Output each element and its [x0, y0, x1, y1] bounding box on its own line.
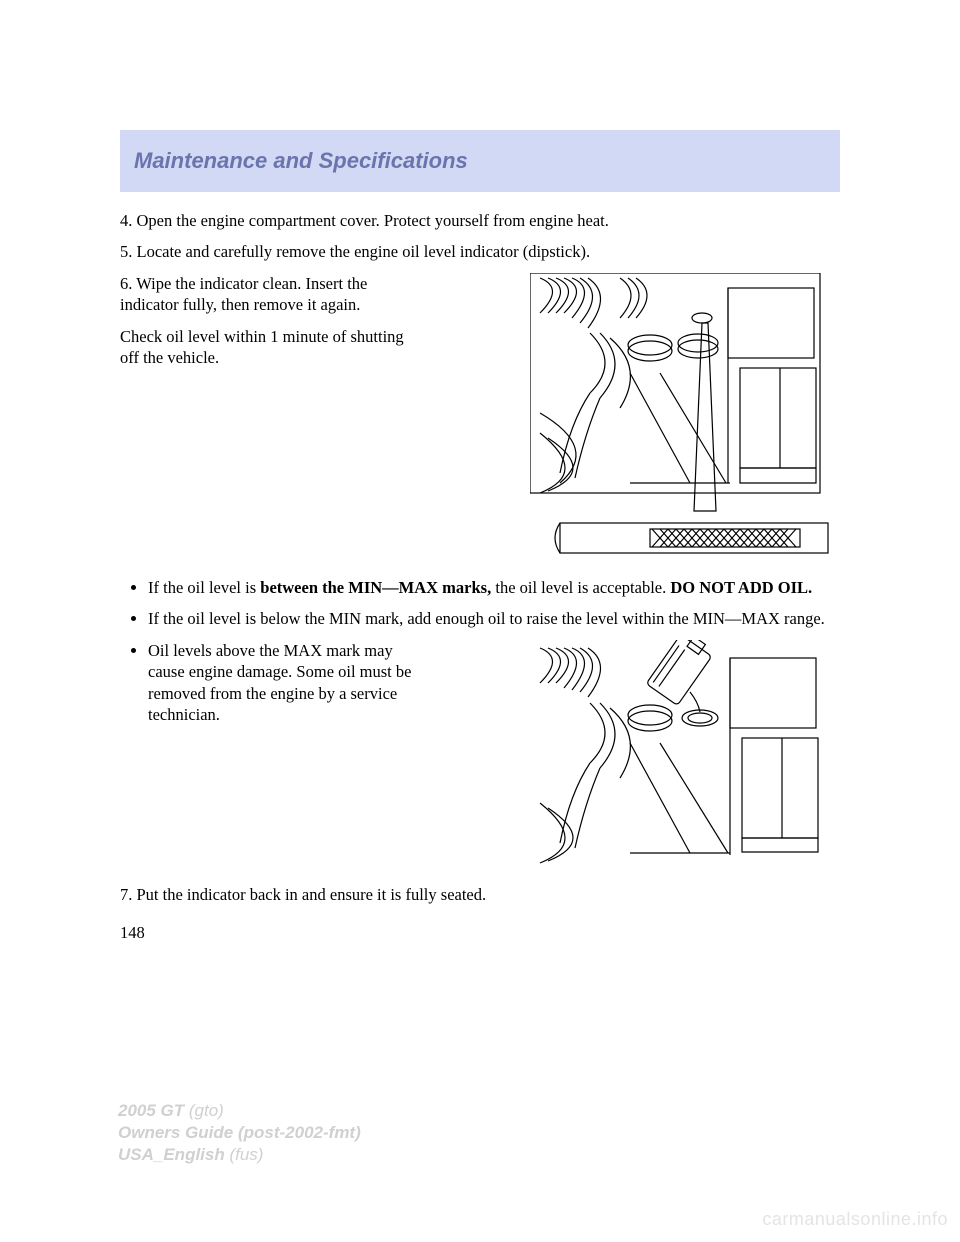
footer-line-2: Owners Guide (post-2002-fmt)	[118, 1122, 361, 1144]
dipstick-diagram	[530, 273, 840, 563]
section-header-banner: Maintenance and Specifications	[120, 130, 840, 192]
bullet-1-pre: If the oil level is	[148, 578, 260, 597]
step-6-col: 6. Wipe the indicator clean. Insert the …	[120, 273, 420, 563]
pour-oil-diagram	[530, 640, 840, 870]
step-4-text: 4. Open the engine compartment cover. Pr…	[120, 210, 840, 231]
step-6-row: 6. Wipe the indicator clean. Insert the …	[120, 273, 840, 563]
bullet-list: If the oil level is between the MIN—MAX …	[120, 577, 840, 630]
footer-l3-rest: (fus)	[225, 1145, 264, 1164]
bullet-3-row: Oil levels above the MAX mark may cause …	[120, 640, 840, 870]
bullet-3-col: Oil levels above the MAX mark may cause …	[120, 640, 420, 870]
step-6b-text: Check oil level within 1 minute of shutt…	[120, 326, 420, 369]
footer-line-3: USA_English (fus)	[118, 1144, 361, 1166]
bullet-1: If the oil level is between the MIN—MAX …	[148, 577, 840, 598]
bullet-1-bold2: DO NOT ADD OIL.	[670, 578, 812, 597]
pour-oil-diagram-wrap	[434, 640, 840, 870]
watermark-text: carmanualsonline.info	[762, 1209, 948, 1230]
page-container: Maintenance and Specifications 4. Open t…	[0, 0, 960, 1242]
page-number: 148	[120, 923, 840, 943]
footer-block: 2005 GT (gto) Owners Guide (post-2002-fm…	[118, 1100, 361, 1166]
bullet-2: If the oil level is below the MIN mark, …	[148, 608, 840, 629]
bullet-1-bold1: between the MIN—MAX marks,	[260, 578, 491, 597]
footer-l2-bold: Owners Guide (post-2002-fmt)	[118, 1123, 361, 1142]
footer-line-1: 2005 GT (gto)	[118, 1100, 361, 1122]
footer-l3-bold: USA_English	[118, 1145, 225, 1164]
bullet-1-mid: the oil level is acceptable.	[491, 578, 670, 597]
bullet-3-list: Oil levels above the MAX mark may cause …	[120, 640, 420, 726]
step-7-text: 7. Put the indicator back in and ensure …	[120, 884, 840, 905]
footer-l1-rest: (gto)	[184, 1101, 224, 1120]
section-header-text: Maintenance and Specifications	[134, 148, 468, 173]
footer-l1-bold: 2005 GT	[118, 1101, 184, 1120]
step-6a-text: 6. Wipe the indicator clean. Insert the …	[120, 273, 420, 316]
step-5-text: 5. Locate and carefully remove the engin…	[120, 241, 840, 262]
bullet-3: Oil levels above the MAX mark may cause …	[148, 640, 420, 726]
dipstick-diagram-wrap	[434, 273, 840, 563]
